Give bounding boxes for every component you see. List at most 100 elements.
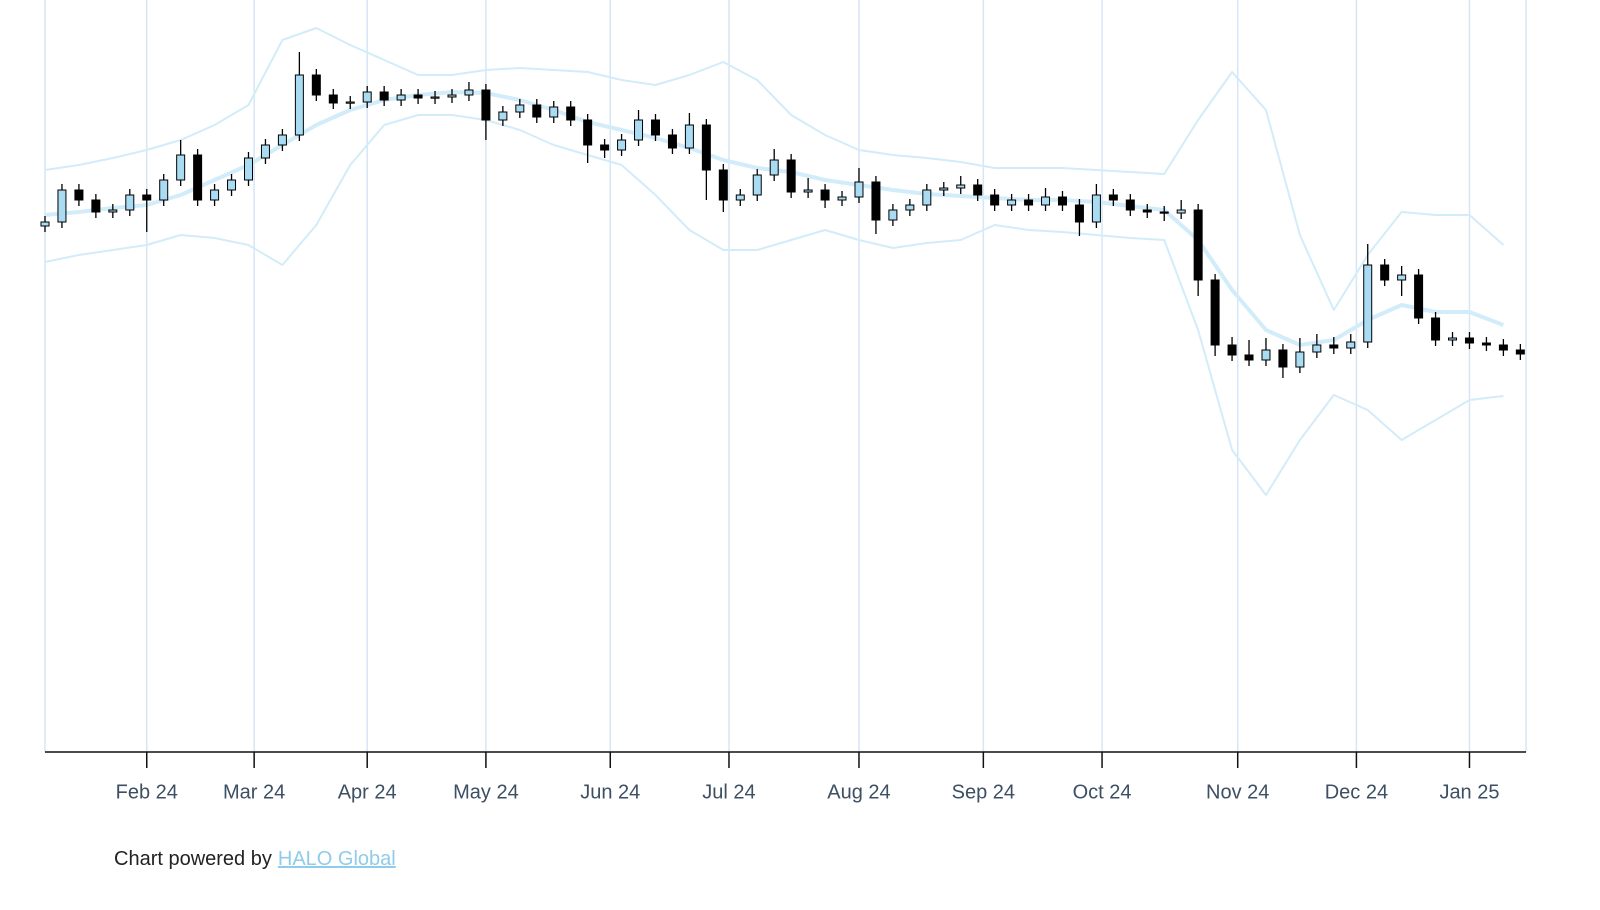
x-tick-label: Nov 24 [1206, 781, 1269, 803]
candle-body [803, 189, 813, 193]
candle-body [413, 94, 423, 99]
x-tick-label: Feb 24 [116, 781, 178, 803]
candle-body [1227, 344, 1237, 356]
candle-body [1125, 199, 1135, 211]
candle-body [447, 94, 457, 98]
candle-body [990, 194, 1000, 206]
candle-body [1448, 337, 1458, 341]
candle-body [752, 174, 762, 196]
candle-body [939, 187, 949, 191]
x-tick-label: Jan 25 [1439, 781, 1499, 803]
candle-body [854, 181, 864, 198]
footer-link[interactable]: HALO Global [277, 848, 396, 870]
candle-body [311, 74, 321, 96]
candle-body [328, 94, 338, 104]
candle-body [1159, 211, 1169, 214]
x-tick-label: Sep 24 [952, 781, 1015, 803]
candle-body [91, 199, 101, 213]
candle-body [600, 144, 610, 151]
candle-body [40, 221, 50, 227]
candle-body [260, 144, 270, 159]
candle-body [549, 106, 559, 118]
candle-body [193, 154, 203, 201]
candle-body [498, 111, 508, 121]
candle-body [973, 184, 983, 196]
candle-body [1024, 199, 1034, 206]
candle-body [1278, 349, 1288, 368]
candle-body [1363, 264, 1373, 343]
x-tick-label: May 24 [453, 781, 519, 803]
candle-body [481, 89, 491, 121]
candle-body [566, 106, 576, 121]
candle-body [74, 189, 84, 201]
footer-text: Chart powered by [114, 848, 272, 870]
candle-body [362, 91, 372, 103]
candle-body [634, 119, 644, 141]
candle-body [888, 209, 898, 221]
candle-body [176, 154, 186, 181]
candle-body [1312, 344, 1322, 353]
candle-body [1464, 337, 1474, 344]
candle-body [1498, 344, 1508, 351]
band-lower [44, 114, 1504, 496]
candle-body [1193, 209, 1203, 281]
candle-body [718, 169, 728, 201]
candle-body [1142, 209, 1152, 213]
candle-body [1414, 274, 1424, 319]
candle-body [396, 94, 406, 101]
x-tick-label: Jun 24 [580, 781, 640, 803]
candle-body [684, 124, 694, 149]
candle-body [1295, 351, 1305, 368]
candle-body [1074, 204, 1084, 223]
x-axis-ticks: Feb 24 Mar 24 Apr 24 May 24 Jun 24 Jul 24 Aug … [116, 752, 1500, 803]
candle-body [1261, 349, 1271, 361]
candle-body [667, 134, 677, 149]
x-tick-label: Dec 24 [1325, 781, 1388, 803]
candle-body [1244, 354, 1254, 361]
candle-body [1007, 199, 1017, 206]
x-tick-label: Aug 24 [827, 781, 890, 803]
x-tick-label: Oct 24 [1073, 781, 1132, 803]
candle-body [905, 204, 915, 211]
candle-body [1481, 342, 1491, 346]
candle-body [532, 104, 542, 118]
candle-body [294, 74, 304, 136]
candle-body [922, 189, 932, 206]
candle-body [57, 189, 67, 223]
candle-body [243, 157, 253, 181]
candle-body [820, 189, 830, 201]
band-middle [44, 90, 1505, 347]
candle-body [1397, 274, 1407, 281]
candle-body [159, 179, 169, 201]
candle-body [1041, 196, 1051, 206]
candle-body [1329, 344, 1339, 349]
candle-body [1210, 279, 1220, 346]
candle-body [871, 181, 881, 221]
candle-body [430, 96, 440, 99]
candle-body [515, 104, 525, 113]
bands [44, 27, 1505, 496]
candle-body [956, 184, 966, 189]
candle-body [583, 119, 593, 146]
band-upper [44, 27, 1505, 311]
candle-body [464, 89, 474, 96]
candle-body [650, 119, 660, 136]
candle-body [701, 124, 711, 171]
candle-body [142, 194, 152, 201]
candle-body [227, 179, 237, 191]
candle-body [735, 194, 745, 201]
candles [40, 52, 1525, 378]
candle-body [617, 139, 627, 151]
candle-body [1091, 194, 1101, 223]
candle-body [1057, 196, 1067, 206]
x-tick-label: Jul 24 [702, 781, 755, 803]
candle-body [210, 189, 220, 201]
candle-body [1108, 194, 1118, 201]
candle-body [1176, 209, 1186, 214]
candle-body [379, 91, 389, 101]
candle-body [277, 134, 287, 146]
candle-body [786, 159, 796, 193]
candle-body [1515, 349, 1525, 355]
candle-body [108, 209, 118, 213]
